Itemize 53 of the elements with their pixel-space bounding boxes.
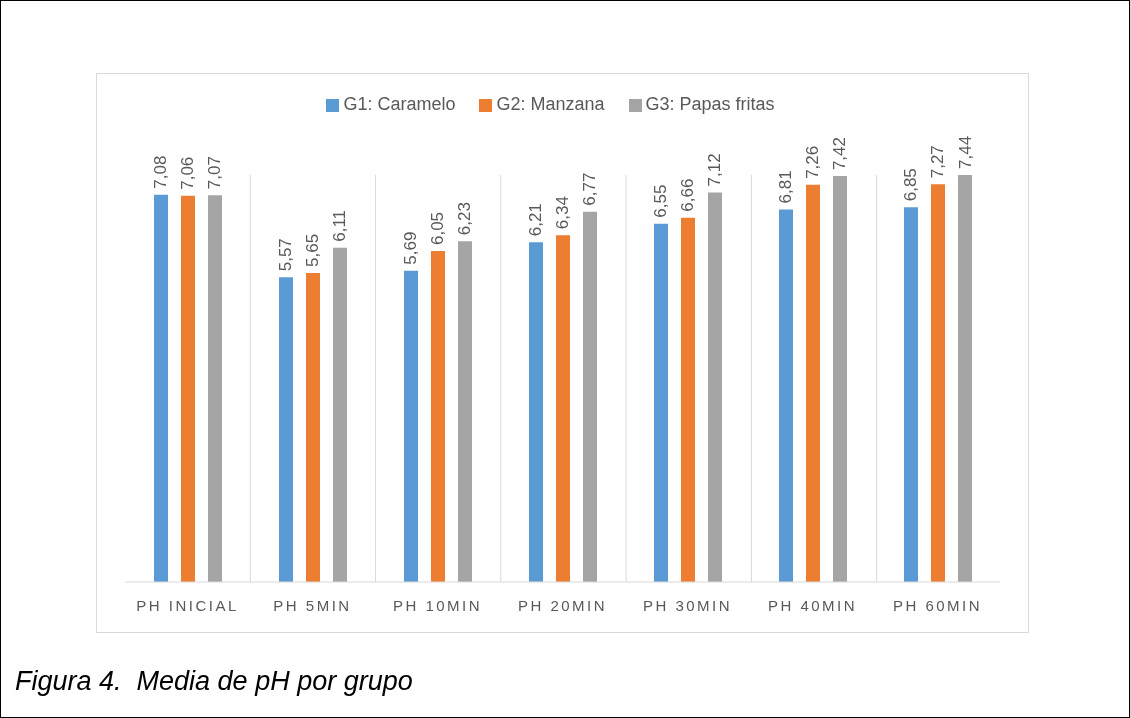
x-tick-label: PH 30MIN: [642, 596, 733, 614]
data-label: 6,81: [776, 170, 796, 204]
bar: [556, 235, 570, 582]
bar: [154, 194, 168, 582]
x-tick-label: PH 10MIN: [392, 596, 483, 614]
bar: [181, 195, 195, 582]
bar: [279, 277, 293, 582]
bar: [583, 211, 597, 582]
data-label: 7,44: [955, 135, 975, 169]
data-label: 7,27: [928, 145, 948, 179]
data-label: 6,23: [455, 202, 475, 236]
bar: [806, 184, 820, 582]
x-tick-label: PH 20MIN: [517, 596, 608, 614]
data-label: 6,55: [651, 184, 671, 218]
text: Figura 4. Media de pH por grupo: [15, 666, 413, 697]
bar: [458, 241, 472, 582]
data-label: 6,66: [678, 178, 698, 212]
bar: [779, 209, 793, 582]
data-label: 5,65: [303, 233, 323, 267]
bar: [958, 175, 972, 582]
x-tick-label: PH 60MIN: [892, 596, 983, 614]
data-label: 5,69: [401, 231, 421, 265]
data-label: 7,08: [151, 155, 171, 189]
data-label: 7,06: [178, 156, 198, 190]
bar: [654, 223, 668, 582]
data-label: 7,42: [830, 137, 850, 171]
legend-label: G2: Manzana: [496, 94, 605, 114]
legend-label: G3: Papas fritas: [645, 94, 775, 114]
legend-label: G1: Caramelo: [343, 94, 456, 114]
data-label: 6,85: [901, 168, 921, 202]
bar: [833, 176, 847, 582]
data-label: 6,34: [553, 196, 573, 230]
data-label: 7,12: [705, 153, 725, 187]
x-tick-label: PH INICIAL: [136, 596, 239, 614]
bar: [708, 192, 722, 582]
x-tick-label: PH 40MIN: [767, 596, 858, 614]
data-label: 6,77: [580, 172, 600, 206]
bar: [529, 242, 543, 582]
bar: [306, 272, 320, 582]
data-label: 6,05: [428, 211, 448, 246]
bar: [931, 184, 945, 582]
bar: [681, 217, 695, 582]
data-label: 7,07: [205, 156, 225, 190]
bar: [208, 195, 222, 582]
bar: [904, 207, 918, 582]
data-label: 6,11: [330, 209, 350, 242]
x-tick-label: PH 5MIN: [273, 596, 352, 614]
data-label: 7,26: [803, 145, 823, 179]
bar: [431, 251, 445, 582]
data-label: 6,21: [526, 203, 546, 237]
data-label: 5,57: [276, 238, 296, 272]
bar: [333, 247, 347, 582]
bar: [404, 270, 418, 582]
